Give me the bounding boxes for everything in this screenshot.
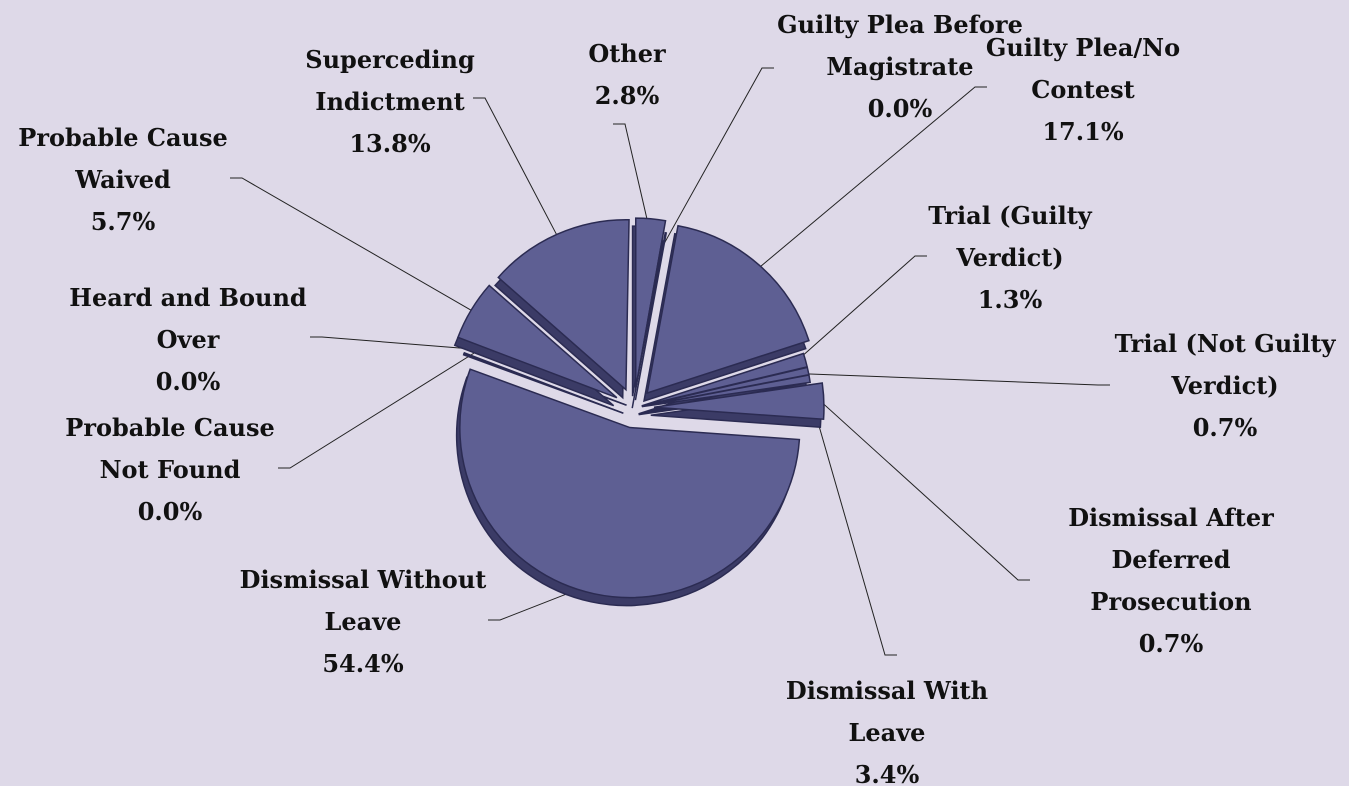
slice-label: Probable Cause Waived 5.7% [18, 123, 227, 236]
slice-name-label: Verdict) [955, 243, 1063, 272]
slice-value-label: 1.3% [978, 285, 1043, 314]
leader-line [751, 86, 987, 275]
slice-name-label: Dismissal After [1068, 503, 1274, 532]
pie-slice [643, 224, 810, 403]
slice-name-label: Leave [849, 718, 926, 747]
slice-name-label: Deferred [1111, 545, 1230, 574]
leader-line [488, 581, 597, 621]
pie-slice-side [463, 351, 624, 414]
pie-slice-face [634, 231, 668, 401]
pie-slice-face [646, 224, 810, 395]
slice-value-label: 17.1% [1042, 117, 1123, 146]
slice-label: Probable Cause Not Found 0.0% [65, 413, 274, 526]
slice-labels: Other 2.8% Guilty Plea Before Magistrate 0.0… [18, 10, 1336, 786]
leader-line [278, 350, 479, 469]
leader-line [613, 123, 651, 231]
slice-value-label: 3.4% [855, 760, 920, 786]
slice-value-label: 0.0% [156, 367, 221, 396]
slice-name-label: Leave [325, 607, 402, 636]
leader-line [663, 67, 774, 245]
pie-slice-face [459, 368, 801, 599]
slice-name-label: Trial (Not Guilty [1115, 329, 1337, 358]
slice-label: Guilty Plea/No Contest 17.1% [986, 33, 1180, 146]
slice-label: Guilty Plea Before Magistrate 0.0% [777, 10, 1023, 123]
leader-line [793, 255, 927, 364]
leader-line [796, 372, 1110, 386]
slice-name-label: Contest [1031, 75, 1135, 104]
pie-slice [453, 284, 618, 407]
slice-label: Dismissal After Deferred Prosecution 0.7% [1068, 503, 1274, 658]
pie-slice-face [456, 284, 618, 399]
slice-name-label: Trial (Guilty [928, 201, 1093, 230]
slice-label: Heard and Bound Over 0.0% [69, 283, 307, 396]
slice-name-label: Over [157, 325, 220, 354]
leader-line [310, 336, 479, 351]
pie-slice [650, 382, 825, 429]
slice-name-label: Prosecution [1090, 587, 1251, 616]
slice-name-label: Dismissal Without [240, 565, 487, 594]
leader-lines [230, 67, 1110, 656]
slice-label: Superceding Indictment 13.8% [305, 45, 475, 158]
slice-value-label: 2.8% [595, 81, 660, 110]
slice-name-label: Waived [74, 165, 171, 194]
slice-name-label: Verdict) [1170, 371, 1278, 400]
slice-value-label: 0.0% [138, 497, 203, 526]
slice-name-label: Guilty Plea/No [986, 33, 1180, 62]
slice-name-label: Probable Cause [18, 123, 227, 152]
slice-label: Other 2.8% [588, 39, 666, 110]
slice-value-label: 54.4% [322, 649, 403, 678]
slice-name-label: Indictment [315, 87, 464, 116]
pie-slice-face [497, 218, 630, 392]
leader-line [811, 401, 897, 656]
slice-name-label: Not Found [100, 455, 241, 484]
pie-slice [455, 368, 801, 607]
slice-name-label: Probable Cause [65, 413, 274, 442]
slice-value-label: 0.7% [1193, 413, 1258, 442]
slice-label: Trial (Not Guilty Verdict) 0.7% [1115, 329, 1337, 442]
slice-name-label: Superceding [305, 45, 475, 74]
slice-name-label: Dismissal With [786, 676, 988, 705]
slice-value-label: 0.0% [868, 94, 933, 123]
slice-name-label: Guilty Plea Before [777, 10, 1023, 39]
slice-name-label: Heard and Bound [69, 283, 307, 312]
slice-label: Dismissal With Leave 3.4% [786, 676, 988, 786]
slice-value-label: 0.7% [1139, 629, 1204, 658]
pie-slices [453, 217, 825, 607]
slice-name-label: Other [588, 39, 666, 68]
slice-value-label: 13.8% [349, 129, 430, 158]
slice-label: Dismissal Without Leave 54.4% [240, 565, 487, 678]
leader-line [473, 97, 563, 246]
pie-slice-face [653, 382, 825, 421]
pie-slice [631, 231, 668, 409]
leader-line [230, 177, 482, 317]
pie-slice [493, 218, 630, 400]
slice-value-label: 5.7% [91, 207, 156, 236]
leader-line [797, 380, 1030, 581]
slice-label: Trial (Guilty Verdict) 1.3% [928, 201, 1093, 314]
pie-slice-face [641, 374, 811, 408]
slice-name-label: Magistrate [826, 52, 973, 81]
